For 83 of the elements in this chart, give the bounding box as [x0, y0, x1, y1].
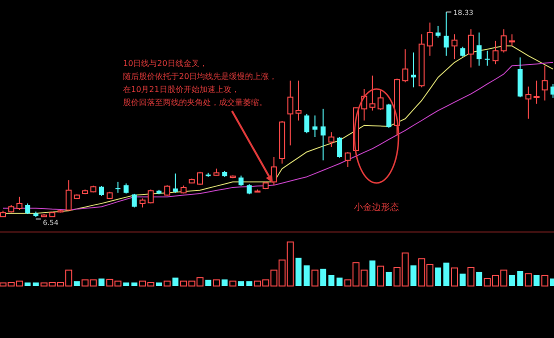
candlestick	[16, 196, 22, 211]
candlestick	[115, 181, 120, 194]
bar	[156, 282, 162, 286]
candlestick	[410, 52, 416, 88]
candlestick	[164, 184, 170, 196]
candlestick	[508, 34, 515, 46]
bar	[541, 274, 548, 286]
candlestick	[197, 171, 204, 186]
candlestick	[534, 80, 540, 104]
candlestick	[444, 12, 449, 56]
candlestick	[492, 40, 499, 65]
annotation: 在10月21日股价开始加速上攻，	[123, 85, 240, 94]
bar	[534, 275, 540, 286]
candlestick	[369, 75, 376, 112]
candlestick	[246, 184, 252, 195]
candlestick	[378, 90, 384, 110]
bar	[238, 281, 244, 286]
candlestick	[460, 46, 466, 58]
bar	[205, 280, 212, 286]
bar	[296, 258, 302, 286]
bar	[222, 279, 228, 286]
candlestick	[287, 80, 294, 146]
candlestick	[320, 108, 326, 161]
candlestick	[66, 180, 72, 212]
bar	[32, 282, 39, 286]
candlestick	[451, 34, 458, 60]
annotation: 10日线与20日线金叉，	[123, 59, 208, 68]
candlestick	[328, 132, 334, 148]
bar	[229, 280, 236, 286]
bar	[304, 265, 310, 286]
candlestick	[426, 22, 433, 56]
bar	[74, 281, 80, 286]
candlestick	[468, 28, 474, 68]
bar	[98, 278, 105, 286]
bar	[164, 280, 171, 286]
bar	[24, 282, 31, 286]
candlestick	[500, 28, 507, 54]
bar	[386, 272, 392, 286]
candlestick	[436, 25, 441, 38]
bar	[377, 266, 384, 286]
bar	[369, 260, 376, 286]
annotation: 随后股价依托于20日均线先是缓慢的上涨，	[123, 72, 278, 81]
bar	[410, 265, 416, 286]
annotation: 小金边形态	[354, 202, 400, 213]
candlestick	[386, 103, 392, 128]
bar	[328, 275, 334, 286]
bar	[123, 282, 130, 286]
bar	[460, 274, 466, 286]
candlestick	[99, 186, 104, 196]
candlestick	[296, 80, 302, 121]
bar	[524, 273, 532, 286]
candlestick	[172, 173, 178, 194]
candlestick	[124, 182, 129, 194]
candlestick	[344, 151, 351, 168]
candlestick	[304, 113, 310, 134]
bar	[172, 278, 178, 286]
bar	[508, 275, 515, 286]
candlestick	[476, 32, 482, 66]
bar	[517, 271, 524, 286]
candlestick	[238, 175, 244, 186]
candlestick	[148, 189, 154, 204]
candlestick	[312, 114, 318, 138]
bar	[467, 267, 474, 286]
candlestick	[542, 65, 548, 102]
bar	[336, 278, 343, 286]
bar	[320, 268, 326, 286]
bar	[131, 282, 138, 286]
candlestick	[337, 136, 342, 158]
annotation: 股价回落至两线的夹角处，成交量萎缩。	[123, 98, 267, 107]
candlestick	[25, 202, 30, 215]
candlestick	[402, 48, 408, 83]
bar	[311, 270, 318, 286]
candlestick	[484, 50, 490, 66]
bar	[450, 267, 458, 286]
candlestick	[140, 198, 146, 208]
candlestick	[270, 156, 277, 186]
bar	[246, 281, 252, 286]
candlestick	[132, 193, 137, 208]
bar	[212, 279, 220, 286]
bar	[443, 262, 450, 286]
bar	[476, 272, 482, 286]
bar	[435, 268, 442, 286]
candlestick	[525, 86, 532, 120]
